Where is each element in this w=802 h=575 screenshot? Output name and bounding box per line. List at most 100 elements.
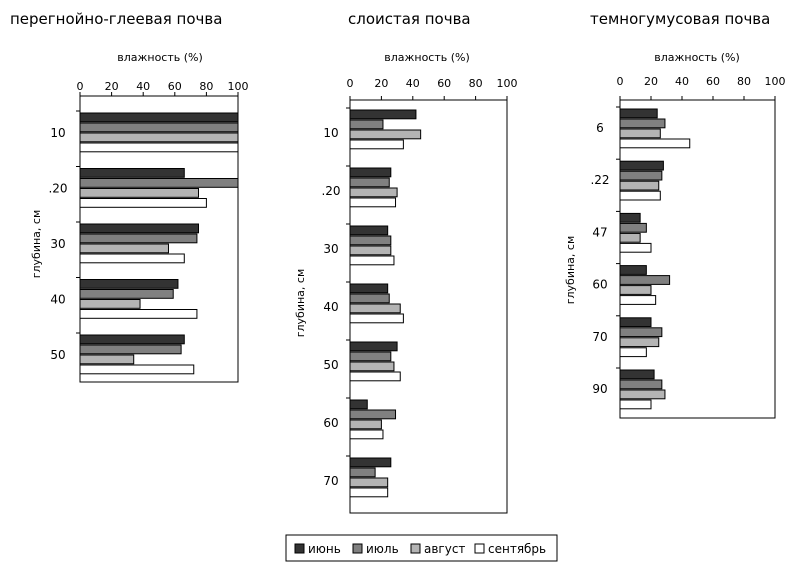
x-tick-label: 80 — [199, 80, 213, 93]
bar-3-90-июль — [619, 379, 663, 390]
bar-2-60-сентябрь — [349, 429, 384, 440]
bar-1-20-сентябрь — [79, 198, 207, 208]
bar-2-10-июнь — [349, 109, 417, 120]
x-tick-label: 0 — [77, 80, 84, 93]
x-tick-label: 60 — [706, 75, 720, 88]
bar-2-10-август — [349, 129, 422, 140]
bar-3-22-август — [619, 180, 660, 191]
bar-2-40-июнь — [349, 283, 389, 294]
y-category-label: 40 — [50, 293, 65, 307]
bar-3-22-июль — [619, 170, 663, 181]
bar-1-40-август — [79, 299, 141, 309]
bar-1-30-июнь — [79, 223, 199, 234]
panel-title: темногумусовая почва — [590, 10, 770, 28]
x-axis-label: влажность (%) — [384, 51, 470, 64]
bar-2-20-июнь — [349, 167, 392, 178]
x-tick-label: 60 — [437, 77, 451, 90]
y-category-label: 6 — [596, 121, 604, 135]
bar-2-10-июль — [349, 119, 384, 130]
bar-3-22-сентябрь — [619, 190, 661, 201]
y-category-label: 60 — [592, 278, 607, 292]
bar-1-20-июль — [79, 178, 239, 188]
bar-3-70-июль — [619, 327, 663, 338]
legend-item: июль — [366, 542, 399, 556]
bar-3-70-август — [619, 337, 660, 348]
legend-item: сентябрь — [488, 542, 546, 556]
y-category-label: 50 — [50, 348, 65, 362]
bar-2-70-сентябрь — [349, 487, 389, 498]
y-category-label: .22 — [590, 173, 609, 187]
bar-2-40-август — [349, 303, 401, 314]
bar-3-47-август — [619, 232, 641, 243]
bar-3-60-июнь — [619, 265, 647, 275]
y-category-label: 30 — [323, 242, 338, 256]
bar-2-50-июнь — [349, 341, 398, 352]
bar-1-30-сентябрь — [79, 253, 185, 264]
bar-3-6-сентябрь — [619, 138, 691, 149]
x-axis-label: влажность (%) — [654, 51, 740, 64]
legend-item: июнь — [308, 542, 341, 556]
x-tick-label: 60 — [168, 80, 182, 93]
bar-3-70-сентябрь — [619, 347, 647, 358]
y-category-label: 60 — [323, 416, 338, 430]
bar-2-30-июль — [349, 235, 392, 246]
bar-2-30-август — [349, 245, 392, 256]
x-tick-label: 40 — [136, 80, 150, 93]
x-tick-label: 80 — [469, 77, 483, 90]
y-category-label: 10 — [323, 126, 338, 140]
y-category-label: .20 — [321, 184, 340, 198]
bar-1-10-июнь — [79, 112, 239, 123]
chart-panel-3: темногумусовая почва влажность (%) 0 20 40 60… — [564, 10, 786, 419]
bar-3-47-июль — [619, 222, 647, 233]
y-category-label: 90 — [592, 382, 607, 396]
bar-2-50-август — [349, 361, 395, 372]
bar-1-30-август — [79, 243, 169, 254]
bar-2-70-июль — [349, 467, 376, 478]
bar-1-10-август — [79, 132, 239, 143]
bar-2-40-июль — [349, 293, 390, 304]
bar-3-90-август — [619, 389, 666, 400]
x-tick-label: 0 — [617, 75, 624, 88]
x-tick-label: 100 — [497, 77, 518, 90]
x-tick-label: 40 — [675, 75, 689, 88]
y-category-label: 10 — [50, 126, 65, 140]
bar-3-90-сентябрь — [619, 399, 652, 410]
bar-1-20-август — [79, 188, 199, 198]
bar-2-30-июнь — [349, 225, 389, 236]
y-axis-label: глубина, см — [564, 236, 577, 305]
bar-2-40-сентябрь — [349, 313, 404, 324]
bar-2-50-сентябрь — [349, 371, 401, 382]
bar-1-50-июнь — [79, 334, 185, 345]
bar-2-70-август — [349, 477, 389, 488]
bar-1-40-июль — [79, 289, 174, 299]
y-category-label: 47 — [592, 225, 607, 239]
bar-2-30-сентябрь — [349, 255, 395, 266]
bar-2-60-июль — [349, 409, 397, 420]
x-tick-label: 20 — [374, 77, 388, 90]
legend-swatch — [352, 543, 363, 554]
bar-3-60-август — [619, 285, 652, 295]
bar-1-10-июль — [79, 122, 239, 133]
x-tick-label: 100 — [228, 80, 249, 93]
bar-2-70-июнь — [349, 457, 392, 468]
bar-2-10-сентябрь — [349, 139, 404, 150]
bar-2-20-сентябрь — [349, 197, 397, 208]
x-axis-label: влажность (%) — [117, 51, 203, 64]
bar-2-20-август — [349, 187, 398, 198]
bar-3-90-июнь — [619, 369, 655, 380]
y-category-label: 50 — [323, 358, 338, 372]
x-tick-label: 0 — [347, 77, 354, 90]
panel-title: перегнойно-глеевая почва — [10, 10, 222, 28]
legend-swatch — [410, 543, 421, 554]
chart-panel-2: слоистая почва влажность (%) 0 20 40 60 80 100 г… — [294, 10, 518, 514]
y-category-label: 70 — [592, 330, 607, 344]
y-axis-label: глубина, см — [294, 269, 307, 338]
x-tick-label: 100 — [765, 75, 786, 88]
panel-title: слоистая почва — [348, 10, 471, 28]
chart-legend: июнь июль август сентябрь — [285, 534, 558, 562]
bar-1-50-июль — [79, 344, 182, 355]
bar-3-70-июнь — [619, 317, 652, 328]
chart-panel-1: перегнойно-глеевая почва влажность (%) 0 20… — [10, 10, 249, 383]
bar-1-50-август — [79, 354, 135, 365]
